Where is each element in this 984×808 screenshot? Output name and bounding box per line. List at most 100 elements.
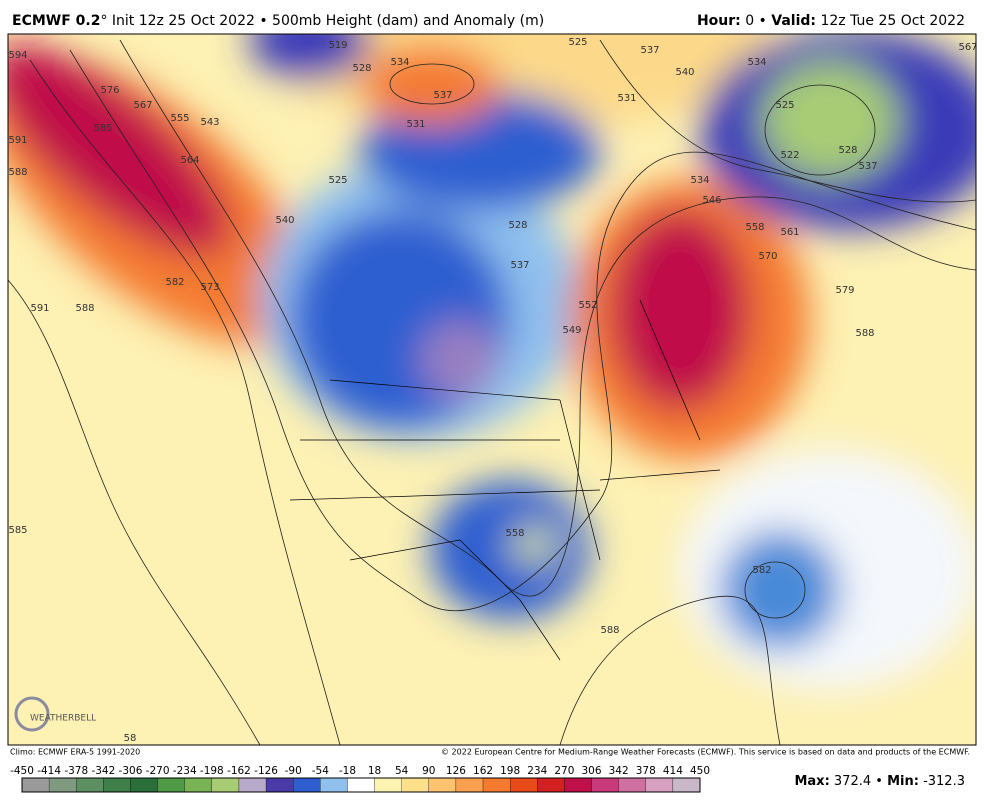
contour-label: 525 [775,100,794,111]
anomaly [420,320,500,400]
max-label: Max: [794,774,829,789]
contour-label: 588 [75,303,94,314]
contour-label: 528 [352,63,371,74]
title: Init 12z 25 Oct 2022 • 500mb Height (dam… [112,13,544,29]
copyright: © 2022 European Centre for Medium-Range … [441,748,970,757]
contour-label: 525 [568,37,587,48]
contour-label: 543 [200,117,219,128]
colorbar-segment [320,777,348,793]
colorbar-tick-label: -126 [254,765,278,777]
contour [389,63,475,105]
colorbar-tick-label: 54 [395,765,409,777]
map-frame [7,33,977,746]
contour [559,595,781,745]
colorbar-frame [21,777,701,793]
contour-label: 561 [780,227,799,238]
colorbar-segment [211,777,240,793]
contour-label: 567 [958,42,977,53]
colorbar-tick-label: -270 [146,765,170,777]
colorbar-tick-label: -162 [227,765,251,777]
contour-label: 570 [758,251,777,262]
contour-label: 540 [275,215,294,226]
colorbar-tick-label: 162 [473,765,493,777]
colorbar-segment [103,777,131,793]
climo: Climo: ECMWF ERA-5 1991-2020 [10,748,140,757]
contour-label: 579 [835,285,854,296]
colorbar-segment [564,777,592,793]
contour-label: 573 [200,282,219,293]
anomaly [8,44,231,256]
colorbar-segment [347,777,375,793]
contour-label: 591 [30,303,49,314]
anomaly [510,525,560,565]
degree: ° [100,13,107,29]
contour-label: 528 [838,145,857,156]
contour [744,561,806,619]
contour-label: 588 [600,625,619,636]
contour-label: 555 [170,113,189,124]
contour-label: 534 [390,57,409,68]
colorbar-tick-label: -198 [200,765,224,777]
contour-label: 582 [752,565,771,576]
contours [8,39,976,745]
colorbar-tick-label: 342 [609,765,629,777]
colorbar-segment [482,777,511,793]
contour-label: 576 [100,85,119,96]
anomaly [360,45,500,125]
colorbar-segment [130,777,158,793]
contour-label: 519 [328,40,347,51]
contour-label: 537 [433,90,452,101]
contour-labels: 594 576 567 555 543 585 591 588 564 582 573 591 588 5… [8,37,977,744]
hour: 0 • [745,13,767,29]
colorbar-segment [428,777,457,793]
contour [29,59,341,745]
colorbar-segment [374,777,402,793]
separator: • [875,774,883,789]
hour-label: Hour: [697,13,741,29]
anomaly [290,210,510,430]
contour-label: 522 [780,150,799,161]
contour [119,39,976,597]
contour-label: 531 [406,119,425,130]
colorbar-tick-label: 270 [554,765,574,777]
colorbar-segment [672,777,701,793]
colorbar-tick-label: -306 [119,765,143,777]
brand-logo: WEATHERBELL [14,696,96,732]
contour-label: 558 [505,528,524,539]
colorbar-tick-label: -54 [312,765,329,777]
header-right: Hour: 0 • Valid: 12z Tue 25 Oct 2022 [697,13,965,29]
colorbar-segment [537,777,565,793]
contour [69,49,976,612]
colorbar-tick-label: 234 [527,765,547,777]
colorbar-tick-label: -378 [64,765,88,777]
contour-label: 588 [8,167,27,178]
contour-label: 537 [640,45,659,56]
colorbar-segment [238,777,267,793]
anomaly [720,530,840,650]
colorbar-segment [265,777,294,793]
contour [599,39,976,203]
colorbar-tick-label: 90 [422,765,435,777]
colorbar-segment [591,777,619,793]
colorbar-segment [157,777,185,793]
colorbar-tick-label: 126 [446,765,466,777]
contour-label: 549 [562,325,581,336]
border [289,299,721,661]
contour-label: 540 [675,67,694,78]
contour-label: 558 [745,222,764,233]
anomaly [250,34,370,80]
contour-label: 552 [578,300,597,311]
valid: 12z Tue 25 Oct 2022 [820,13,965,29]
contour [764,84,876,176]
colorbar-tick-label: -450 [10,765,34,777]
min: -312.3 [923,774,965,789]
model: ECMWF 0.2 [12,13,100,29]
colorbar-segment [48,777,77,793]
min-label: Min: [887,774,919,789]
stats: Max: 372.4 • Min: -312.3 [794,774,965,789]
header-left: ECMWF 0.2° Init 12z 25 Oct 2022 • 500mb … [12,13,544,29]
colorbar-tick-label: -18 [339,765,356,777]
contour [8,279,261,745]
colorbar-segment [293,777,321,793]
